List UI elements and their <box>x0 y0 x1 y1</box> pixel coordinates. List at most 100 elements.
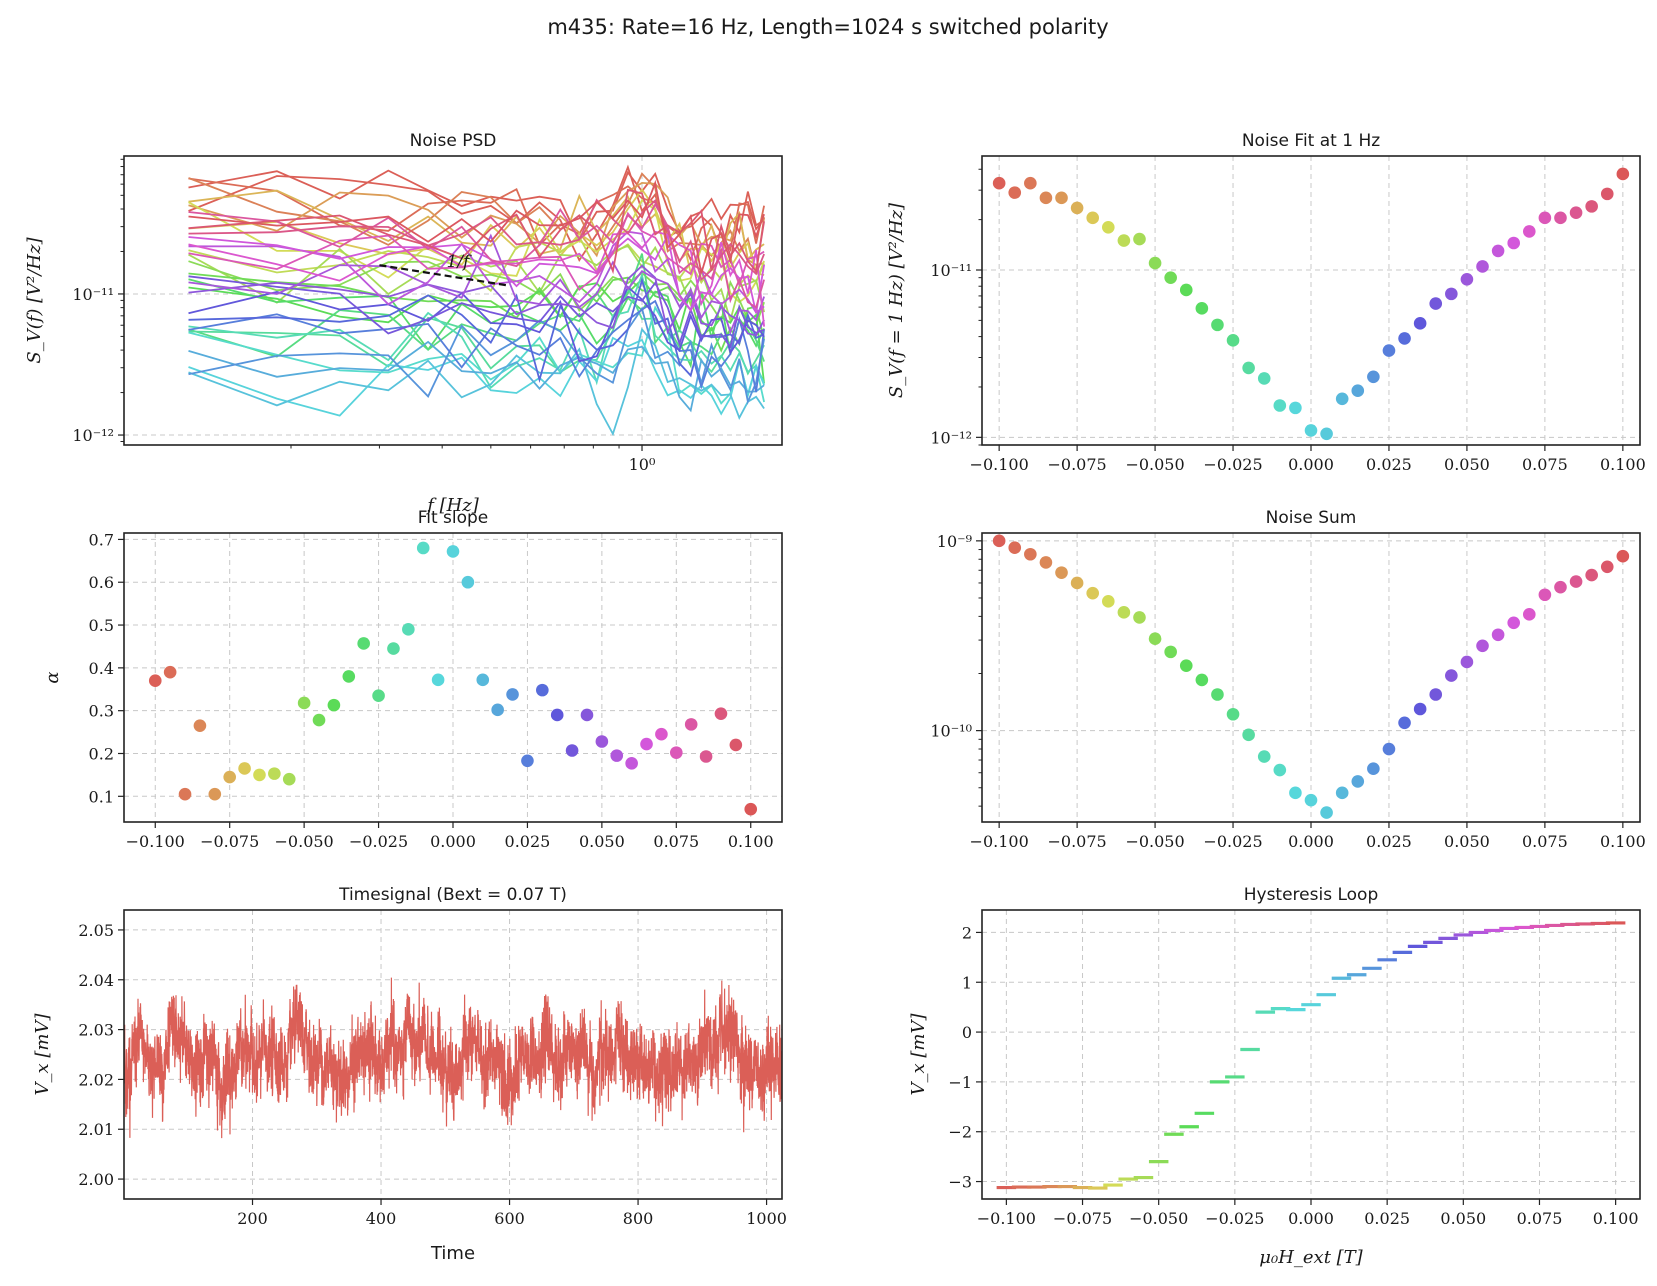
data-point <box>1507 236 1521 250</box>
timesignal-axes: Timesignal (Bext = 0.07 T) 200 400 600 800 10… <box>32 885 787 1264</box>
data-point <box>1164 271 1177 284</box>
data-point <box>1008 541 1022 555</box>
data-point <box>1008 186 1022 199</box>
data-point <box>1585 568 1598 582</box>
psd-series-line <box>188 232 765 314</box>
data-point <box>312 713 326 727</box>
data-point <box>1554 211 1567 225</box>
axes-frame <box>981 909 1641 1200</box>
data-point <box>416 541 430 555</box>
psd-series-line <box>188 244 765 324</box>
x-tick-label: −0.050 <box>275 832 334 851</box>
data-point <box>1413 317 1427 330</box>
psd-series-line <box>188 305 765 405</box>
data-point <box>1491 244 1505 258</box>
data-point <box>1086 586 1100 600</box>
axes-frame <box>123 155 783 446</box>
data-point <box>1179 283 1193 297</box>
data-point <box>1398 716 1411 730</box>
x-tick-label: 0.050 <box>1440 1209 1486 1228</box>
x-tick-label: −0.075 <box>200 832 259 851</box>
x-tick-label: 0.025 <box>1366 832 1412 851</box>
y-tick-label: 0.7 <box>89 530 114 549</box>
data-point <box>1616 167 1630 181</box>
data-point <box>610 749 624 762</box>
data-point <box>1476 639 1489 653</box>
data-point <box>1569 575 1583 588</box>
x-tick-label: 0.050 <box>579 832 625 851</box>
data-point <box>476 673 490 687</box>
data-point <box>1242 361 1255 375</box>
data-point <box>1616 549 1630 563</box>
data-point <box>446 545 460 558</box>
data-point <box>1164 645 1177 659</box>
plot-area <box>188 164 765 437</box>
data-point <box>1070 201 1084 215</box>
x-tick-label: −0.050 <box>1125 455 1184 474</box>
y-tick-label: 2.04 <box>78 971 114 990</box>
y-axis-label: α <box>42 671 63 683</box>
hysteresis-axes: Hysteresis Loop −0.100 −0.075 −0.050 −0.025 0… <box>908 885 1641 1268</box>
data-point <box>461 575 475 589</box>
one-over-f-label: 1/f <box>447 252 473 272</box>
axes-title: Noise Fit at 1 Hz <box>1242 131 1380 151</box>
data-point <box>1195 302 1209 315</box>
x-tick-label: 600 <box>494 1209 525 1228</box>
axes-frame <box>123 532 783 823</box>
data-point <box>1538 211 1552 225</box>
data-point <box>178 787 192 801</box>
data-point <box>1367 762 1380 776</box>
data-point <box>1335 786 1349 800</box>
x-tick-label: 0.100 <box>1600 832 1646 851</box>
data-point <box>357 637 370 650</box>
x-tick-label: 0.100 <box>1593 1209 1639 1228</box>
data-point <box>1055 566 1068 579</box>
psd-series-line <box>188 277 765 384</box>
x-tick-label: −0.025 <box>1203 832 1262 851</box>
data-point <box>992 176 1006 190</box>
data-point <box>1226 334 1240 347</box>
data-point <box>268 767 281 780</box>
data-point <box>565 744 579 757</box>
psd-series-line <box>188 299 765 393</box>
data-point <box>297 696 311 710</box>
data-point <box>1429 297 1443 310</box>
psd-series-line <box>188 264 765 337</box>
data-point <box>1491 628 1505 642</box>
axes-title: Hysteresis Loop <box>1244 885 1379 905</box>
data-point <box>1289 786 1302 800</box>
data-point <box>1398 332 1411 345</box>
data-point <box>744 802 758 816</box>
data-point <box>1304 793 1318 807</box>
data-point <box>1382 742 1396 756</box>
data-point <box>1382 344 1396 357</box>
x-tick-label: −0.025 <box>1203 455 1262 474</box>
data-point <box>1086 211 1100 225</box>
data-point <box>1055 191 1068 205</box>
data-point <box>1320 427 1333 441</box>
x-tick-label: 10⁰ <box>629 455 656 474</box>
data-point <box>1257 372 1271 385</box>
x-tick-label: 1000 <box>746 1209 787 1228</box>
x-tick-label: −0.100 <box>970 832 1029 851</box>
x-tick-label: 0.000 <box>1288 455 1334 474</box>
psd-series-line <box>188 189 765 263</box>
psd-series-line <box>188 188 765 275</box>
y-axis-label: S_V(f) [V²/Hz] <box>24 236 45 363</box>
data-point <box>580 708 594 722</box>
x-tick-label: 0.075 <box>1522 455 1568 474</box>
data-point <box>1445 669 1458 682</box>
data-point <box>223 770 236 784</box>
y-tick-label: 10⁻¹² <box>72 426 114 445</box>
x-tick-label: −0.025 <box>1205 1209 1264 1228</box>
data-point <box>684 718 698 731</box>
data-point <box>1070 576 1084 590</box>
psd-series-line <box>188 211 765 292</box>
data-point <box>1351 384 1365 397</box>
data-point <box>550 708 564 722</box>
data-point <box>372 689 385 702</box>
data-point <box>282 772 296 786</box>
y-tick-label: −2 <box>948 1123 972 1142</box>
data-point <box>655 727 668 741</box>
data-point <box>1273 763 1287 777</box>
